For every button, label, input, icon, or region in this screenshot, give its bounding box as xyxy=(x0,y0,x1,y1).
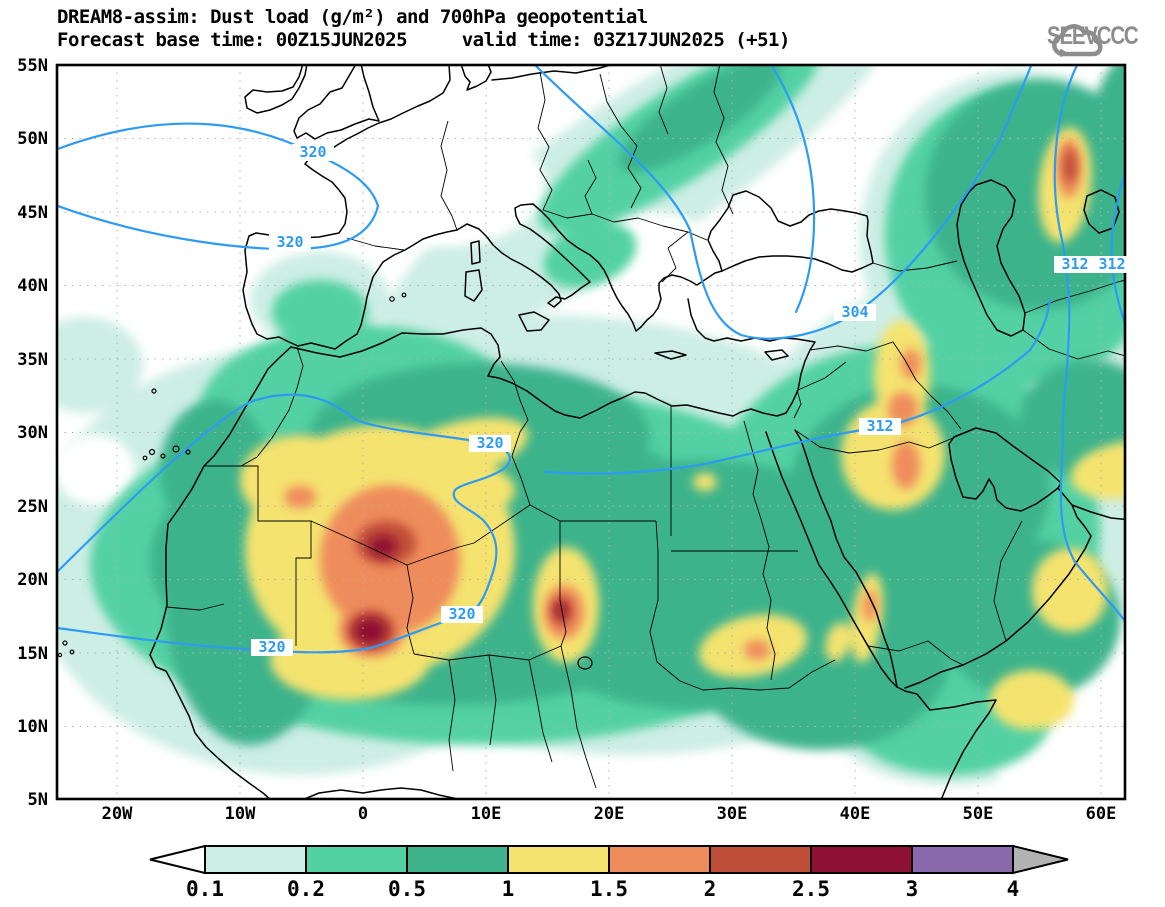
colorbar-cell xyxy=(406,845,509,874)
colorbar-label: 1 xyxy=(501,877,515,901)
colorbar-label: 1.5 xyxy=(590,877,628,901)
colorbar-cell xyxy=(507,845,610,874)
contour-label-312: 312 xyxy=(859,418,901,435)
contour-label-320: 320 xyxy=(292,144,334,161)
lon-axis-label: 20E xyxy=(593,804,625,824)
contour-label-312: 312 xyxy=(1054,256,1096,273)
colorbar-cell xyxy=(608,845,711,874)
small-islands xyxy=(57,292,593,670)
dust-shading-25 xyxy=(354,536,566,644)
chart-subtitle: Forecast base time: 00Z15JUN2025 valid t… xyxy=(57,29,790,51)
lon-axis-label: 10E xyxy=(470,804,502,824)
colorbar-label: 0.5 xyxy=(388,877,426,901)
colorbar-cell xyxy=(709,845,812,874)
lat-axis-label: 10N xyxy=(17,717,48,737)
lat-axis-label: 15N xyxy=(17,644,48,664)
lon-axis-label: 50E xyxy=(962,804,994,824)
colorbar-cell xyxy=(810,845,913,874)
lon-axis-label: 30E xyxy=(716,804,748,824)
logo-text: SEEVCCC xyxy=(1046,22,1139,50)
colorbar-label: 0.2 xyxy=(287,877,325,901)
contour-label-312: 312 xyxy=(1091,256,1133,273)
country-borders xyxy=(165,65,1125,789)
colorbar-label: 2 xyxy=(703,877,717,901)
lat-axis-label: 45N xyxy=(17,203,48,223)
colorbar-arrow-right xyxy=(1012,844,1069,875)
colorbar-label: 3 xyxy=(905,877,919,901)
lon-axis-label: 0 xyxy=(357,804,369,824)
colorbar-cell xyxy=(305,845,408,874)
lon-axis-label: 60E xyxy=(1085,804,1117,824)
lon-axis-label: 40E xyxy=(839,804,871,824)
lat-axis-label: 25N xyxy=(17,497,48,517)
colorbar-label: 4 xyxy=(1006,877,1020,901)
colorbar xyxy=(149,844,1069,875)
lon-axis-label: 10W xyxy=(224,804,256,824)
contour-label-320: 320 xyxy=(251,639,293,656)
lat-axis-label: 40N xyxy=(17,276,48,296)
lat-axis-label: 30N xyxy=(17,423,48,443)
lat-axis-label: 35N xyxy=(17,350,48,370)
contour-label-304: 304 xyxy=(834,304,876,321)
cloud-icon xyxy=(1051,24,1103,58)
lon-axis-label: 20W xyxy=(101,804,133,824)
colorbar-label: 2.5 xyxy=(792,877,830,901)
lat-axis-label: 55N xyxy=(17,56,48,76)
seevccc-logo: SEEVCCC xyxy=(1046,22,1157,58)
colorbar-label: 0.1 xyxy=(186,877,224,901)
colorbar-cell xyxy=(204,845,307,874)
contour-label-320: 320 xyxy=(441,606,483,623)
contour-label-320: 320 xyxy=(269,234,311,251)
colorbar-arrow-left xyxy=(149,844,206,875)
map-frame xyxy=(55,63,1127,801)
dust-shading-holes xyxy=(57,65,1125,799)
contour-label-320: 320 xyxy=(469,435,511,452)
lat-axis-label: 20N xyxy=(17,570,48,590)
chart-title: DREAM8-assim: Dust load (g/m²) and 700hP… xyxy=(57,6,648,28)
colorbar-cell xyxy=(911,845,1014,874)
lat-axis-label: 50N xyxy=(17,129,48,149)
lat-axis-label: 5N xyxy=(27,790,48,810)
